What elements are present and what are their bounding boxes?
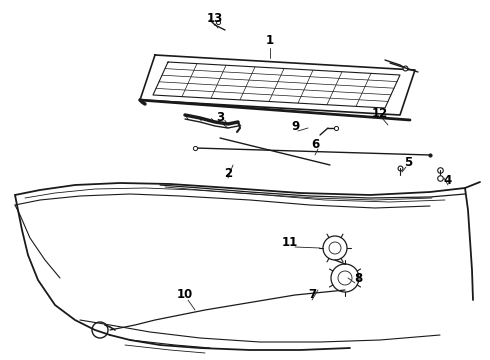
Text: 7: 7 [308, 288, 316, 302]
Text: 2: 2 [224, 166, 232, 180]
Text: 9: 9 [291, 120, 299, 132]
Text: 10: 10 [177, 288, 193, 302]
Text: 3: 3 [216, 111, 224, 123]
Text: 6: 6 [311, 138, 319, 150]
Text: 12: 12 [372, 107, 388, 120]
Text: 11: 11 [282, 235, 298, 248]
Text: 13: 13 [207, 12, 223, 24]
Text: 8: 8 [354, 271, 362, 284]
Text: 1: 1 [266, 33, 274, 46]
Text: 4: 4 [444, 174, 452, 186]
Text: 5: 5 [404, 156, 412, 168]
